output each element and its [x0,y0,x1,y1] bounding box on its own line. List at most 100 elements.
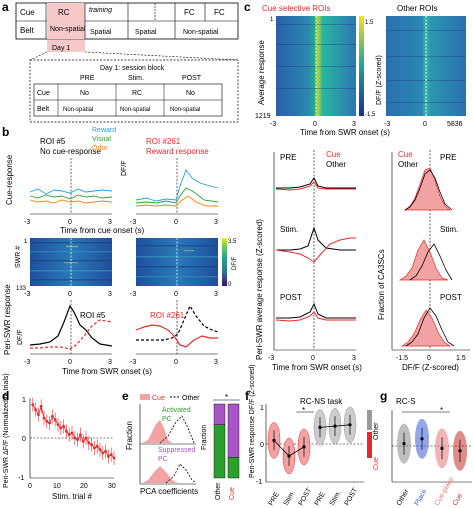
a-cue-no1: No [80,90,89,97]
a-day1: Day 1 [52,45,70,52]
b-stick-6: 3 [214,359,218,366]
e-legend-other: Other [182,395,200,402]
e-bar-segment [213,403,226,425]
d-xtick-1: 0 [28,483,32,490]
g-median [440,446,444,450]
f-median-line [319,424,351,428]
f-legend-cue: Cue [373,457,380,470]
d-point [109,453,113,457]
a-stage-fc2: FC [214,8,225,17]
c-htick-2: 0 [313,121,317,128]
c-cbar-max: 1.5 [365,20,374,26]
d-ylabel: Peri-SWR ΔF/F (Normalized to trials) [3,373,10,488]
b-htick-2: 0 [68,291,72,298]
b-ylabel-swr: Peri-SWR response [3,284,12,355]
b-stick-5: 0 [174,359,178,366]
d-point [112,456,116,460]
b-cbar-min: 0 [228,282,232,288]
d-series [31,397,116,465]
panel-letter-d: d [2,389,9,403]
a-belt-ns2: Non-spatial [120,107,150,113]
a-stim: Stim. [128,75,144,82]
b-ylabel-dff: DF/F [121,160,128,176]
f-ylabel: Peri-SWR response DF/F (Z-scored) [249,364,256,478]
e-xlabel: PCA coefficients [140,487,198,496]
b-htick-6: 3 [214,291,218,298]
f-xtick-1: PRE [268,491,281,507]
b-htick-5: 0 [174,291,178,298]
e-pc2: PC [158,456,168,463]
f-ytick-2: 0 [260,442,264,449]
c-htick-3: 3 [352,121,356,128]
b-stick-3: 3 [108,359,112,366]
d-point [34,408,37,412]
a-belt-ns1: Non-spatial [63,107,93,113]
d-ytick-1: 1 [22,397,26,404]
b-htick-3: 3 [108,291,112,298]
b-swr-last: 133 [16,286,27,292]
d-point [101,451,105,455]
a-belt-nonspatial2: Non-spatial [183,29,219,36]
c-post: POST [280,293,302,302]
a-belt-row: Belt [37,106,49,113]
d-point [37,413,40,417]
d-point [93,446,96,450]
b-legend-visual: Visual [92,136,111,143]
b-stick-1: -3 [24,359,30,366]
panel-letter-a: a [2,0,9,14]
b-xtick-6: 3 [214,219,218,226]
f-legend-cue-swatch [367,432,372,458]
a-row-belt: Belt [20,26,35,35]
b-xtick-5: 0 [174,219,178,226]
g-xtick-1: Other [396,488,411,507]
f-title: RC-NS task [300,397,343,406]
d-point [73,436,77,440]
e-pc1: PC [162,416,172,423]
b-xtick-4: -3 [130,219,136,226]
d-xlabel: Stim. trial # [52,492,93,501]
panel-a-protocol: Cue Belt RC training FC FC Non-spatial S… [15,2,239,123]
b-stick-2: 0 [68,359,72,366]
b-ylabel-dff2: DF/F [17,329,24,345]
d-point [65,429,68,433]
c-legend-cue: Cue [326,150,341,159]
c-title-cue: Cue selective ROIs [262,4,330,13]
d-point [107,454,110,458]
a-belt-spatial1: Spatial [90,29,112,36]
f-xtick-6: POST [344,486,360,507]
e-dist-activated-other [159,415,195,444]
c-ltick-1: -3 [268,355,274,362]
b-swr-first: 1 [24,239,28,245]
f-xtick-4: PRE [314,491,327,507]
b-roi261-title: ROI #261 [146,137,181,146]
a-post: POST [182,75,202,82]
e-suppressed: Suppressed [158,447,195,454]
f-xtick-2: Stim. [283,490,297,507]
d-point [81,439,85,443]
c-legend-other: Other [326,160,346,169]
f-legend-other-swatch [367,410,372,430]
a-session-title: Day 1: session block [100,65,165,72]
f-star: * [302,406,305,415]
d-point [53,418,57,422]
c-htick-5: 0 [423,121,427,128]
d-series-line [32,404,115,459]
a-cue-row: Cue [37,90,50,97]
a-stage-fc1: FC [184,8,195,17]
d-point [48,421,51,425]
f-legend-other: Other [373,422,380,440]
f-axes [265,404,364,483]
b-legend-reward: Reward [92,127,116,134]
c-ylabel-line: Peri-SWR average response (Z-scored) [255,219,264,360]
g-xtick-4: Cue [452,492,465,507]
b-roi5-sub: No cue-response [40,147,101,156]
panel-letter-c: c [244,0,251,14]
c-htick-1: -3 [270,121,276,128]
c-line-traces [275,177,356,322]
d-point [56,423,60,427]
d-point [84,436,88,440]
c-hist-tick-2: 0 [427,355,431,362]
a-belt-ns3: Non-spatial [170,107,200,113]
d-point [59,426,63,430]
d-point [79,433,82,437]
